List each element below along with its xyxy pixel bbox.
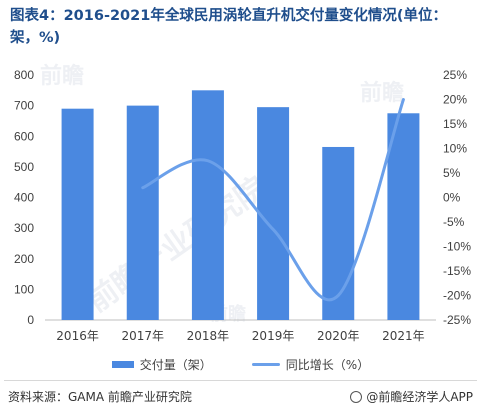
bar	[126, 105, 159, 320]
bar	[322, 146, 355, 320]
x-tick-label: 2020年	[317, 329, 360, 343]
legend-label-line: 同比增长（%）	[285, 358, 370, 372]
brand-label: @前瞻经济学人APP	[366, 390, 473, 404]
source-note: 资料来源：GAMA 前瞻产业研究院	[8, 390, 192, 404]
x-tick-label: 2017年	[121, 329, 164, 343]
x-tick-label: 2021年	[382, 329, 425, 343]
bar	[61, 108, 94, 320]
left-tick-label: 700	[14, 99, 34, 113]
left-tick-label: 800	[14, 68, 34, 82]
combo-chart: 0 100 200 300 400 500 600 700 800 -25% -20% -15% -1…	[14, 68, 471, 343]
x-axis-labels: 2016年 2017年 2018年 2019年 2020年 2021年	[56, 329, 424, 343]
left-tick-label: 0	[27, 313, 34, 327]
footer-divider	[4, 380, 477, 381]
right-tick-label: 5%	[443, 166, 461, 180]
growth-line	[141, 98, 405, 302]
x-tick-label: 2018年	[187, 329, 230, 343]
left-tick-label: 500	[14, 160, 34, 174]
brand-credit: @前瞻经济学人APP	[350, 388, 473, 405]
bar	[257, 107, 290, 320]
left-tick-label: 400	[14, 191, 34, 205]
left-tick-label: 100	[14, 282, 34, 296]
bar	[387, 113, 420, 320]
right-tick-label: 15%	[443, 117, 467, 131]
right-tick-label: -5%	[443, 215, 465, 229]
legend-swatch-line	[251, 363, 280, 366]
legend-label-bar: 交付量（架）	[139, 358, 212, 372]
legend-swatch-bar	[111, 361, 134, 368]
left-tick-label: 200	[14, 252, 34, 266]
bar-series	[61, 90, 420, 320]
chart-title: 图表4：2016-2021年全球民用涡轮直升机交付量变化情况(单位：架，%)	[10, 8, 447, 46]
right-tick-label: -25%	[443, 313, 471, 327]
right-tick-label: 25%	[443, 68, 467, 82]
legend-item-bar: 交付量（架）	[111, 356, 212, 373]
legend: 交付量（架） 同比增长（%）	[0, 356, 481, 373]
left-tick-label: 600	[14, 129, 34, 143]
right-tick-label: 10%	[443, 142, 467, 156]
right-tick-label: -20%	[443, 289, 471, 303]
legend-item-line: 同比增长（%）	[251, 356, 370, 373]
right-tick-label: -15%	[443, 264, 471, 278]
right-axis: -25% -20% -15% -10% -5% 0% 5% 10% 15% 20% 25%	[443, 68, 471, 327]
right-tick-label: 20%	[443, 93, 467, 107]
x-tick-label: 2016年	[56, 329, 99, 343]
left-tick-label: 300	[14, 221, 34, 235]
brand-logo-icon	[350, 390, 363, 403]
x-tick-label: 2019年	[252, 329, 295, 343]
right-tick-label: 0%	[443, 191, 461, 205]
bar	[191, 90, 224, 320]
left-axis: 0 100 200 300 400 500 600 700 800	[14, 68, 34, 327]
right-tick-label: -10%	[443, 240, 471, 254]
